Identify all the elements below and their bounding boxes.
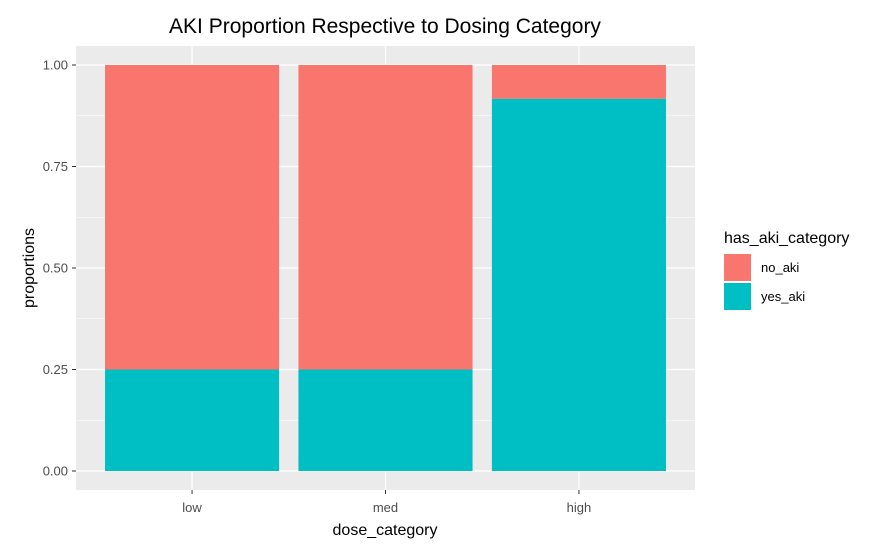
bar-low-no_aki — [105, 65, 280, 370]
x-tick-label: low — [182, 500, 202, 515]
y-axis: 0.00 0.25 0.50 0.75 1.00 — [43, 58, 76, 479]
bar-med-yes_aki — [298, 369, 473, 471]
y-tick-label: 1.00 — [43, 58, 68, 73]
y-tick-label: 0.50 — [43, 261, 68, 276]
bar-high-no_aki — [491, 65, 666, 99]
bar-low-yes_aki — [105, 369, 280, 471]
y-axis-title: proportions — [21, 228, 38, 308]
legend: has_aki_category no_aki yes_aki — [724, 230, 849, 310]
legend-swatch-no_aki — [724, 254, 751, 281]
bar-med-no_aki — [298, 65, 473, 370]
y-tick-label: 0.75 — [43, 159, 68, 174]
legend-label-yes_aki: yes_aki — [761, 289, 805, 304]
chart-title: AKI Proportion Respective to Dosing Cate… — [169, 15, 601, 38]
legend-swatch-yes_aki — [724, 283, 751, 310]
x-tick-label: high — [567, 500, 592, 515]
legend-label-no_aki: no_aki — [761, 260, 799, 275]
x-tick-label: med — [373, 500, 398, 515]
y-tick-label: 0.00 — [43, 464, 68, 479]
bar-high-yes_aki — [491, 98, 666, 471]
y-tick-label: 0.25 — [43, 362, 68, 377]
x-axis: low med high — [182, 490, 591, 515]
x-axis-title: dose_category — [333, 522, 438, 539]
bars — [105, 65, 666, 471]
legend-title: has_aki_category — [724, 230, 849, 247]
